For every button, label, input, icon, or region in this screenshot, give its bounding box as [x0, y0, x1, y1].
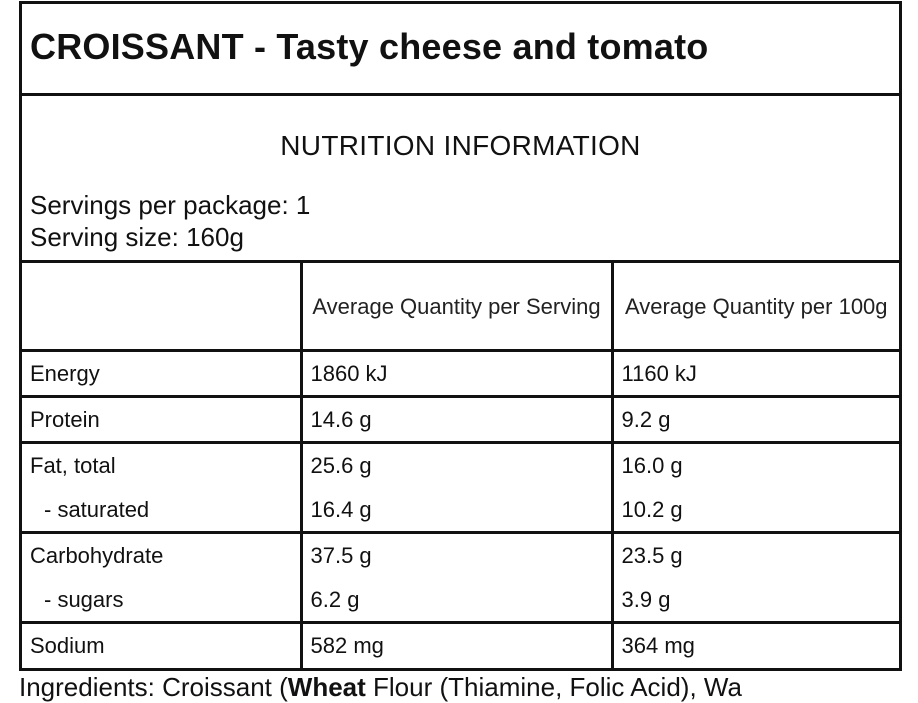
serving-size: Serving size: 160g: [30, 222, 244, 252]
nutrient-name: - saturated: [22, 488, 301, 534]
per-serving-value: 25.6 g: [299, 442, 612, 488]
per-serving-value: 16.4 g: [299, 488, 612, 534]
per-100g-value: 10.2 g: [610, 488, 899, 534]
per-100g-value: 1160 kJ: [610, 350, 899, 398]
nutrition-info-panel: NUTRITION INFORMATION Servings per packa…: [22, 96, 899, 263]
nutrient-name: Protein: [22, 396, 301, 444]
table-row: Energy 1860 kJ 1160 kJ: [22, 350, 899, 398]
header-per-100g: Average Quantity per 100g: [610, 263, 899, 352]
per-100g-value: 364 mg: [610, 622, 899, 668]
per-100g-value: 3.9 g: [610, 578, 899, 624]
product-title: CROISSANT - Tasty cheese and tomato: [30, 25, 709, 67]
nutrient-name: Fat, total: [30, 453, 116, 478]
table-row: Carbohydrate 37.5 g 23.5 g: [22, 532, 899, 578]
per-100g-value: 16.0 g: [610, 442, 899, 488]
header-per-serving: Average Quantity per Serving: [299, 263, 612, 352]
nutrition-label: CROISSANT - Tasty cheese and tomato NUTR…: [19, 1, 902, 671]
table-row: Sodium 582 mg 364 mg: [22, 622, 899, 668]
per-100g-value: 9.2 g: [610, 396, 899, 444]
nutrient-name: - sugars: [22, 578, 301, 624]
table-row: Protein 14.6 g 9.2 g: [22, 396, 899, 444]
title-row: CROISSANT - Tasty cheese and tomato: [22, 4, 899, 96]
table-row: - sugars 6.2 g 3.9 g: [22, 578, 899, 624]
per-serving-value: 582 mg: [299, 622, 612, 668]
ingredients-rest: Flour (Thiamine, Folic Acid), Wa: [365, 672, 742, 702]
per-100g-value: 23.5 g: [610, 532, 899, 578]
table-row: - saturated 16.4 g 10.2 g: [22, 488, 899, 534]
nutrient-name: Energy: [22, 350, 301, 398]
ingredients-prefix: Ingredients: Croissant (: [19, 672, 288, 702]
ingredients-allergen: Wheat: [287, 672, 366, 702]
nutrient-name: Sodium: [30, 633, 105, 658]
header-nutrient: [22, 263, 301, 352]
per-serving-value: 37.5 g: [299, 532, 612, 578]
per-serving-value: 6.2 g: [299, 578, 612, 624]
ingredients-text: Ingredients: Croissant (Wheat Flour (Thi…: [19, 672, 918, 703]
per-serving-value: 1860 kJ: [299, 350, 612, 398]
nutrition-heading: NUTRITION INFORMATION: [280, 130, 641, 161]
table-header-row: Average Quantity per Serving Average Qua…: [22, 263, 899, 352]
nutrition-table: Average Quantity per Serving Average Qua…: [22, 263, 899, 668]
nutrient-name: Carbohydrate: [30, 543, 164, 568]
table-row: Fat, total 25.6 g 16.0 g: [22, 442, 899, 488]
servings-per-package: Servings per package: 1: [30, 190, 311, 220]
per-serving-value: 14.6 g: [299, 396, 612, 444]
